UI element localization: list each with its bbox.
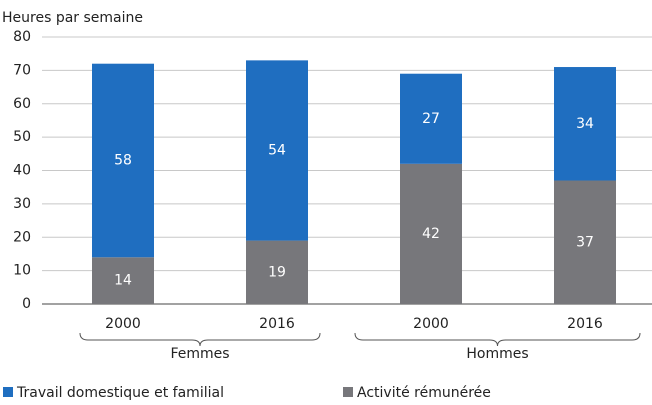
bar-segment [246,60,308,241]
y-tick-label: 50 [13,129,31,145]
group-label: Hommes [466,346,528,362]
value-label: 42 [422,226,440,242]
bar-segment [92,257,154,304]
bar-segment [554,180,616,304]
value-label: 54 [268,142,286,158]
y-axis-label: Heures par semaine [2,10,143,26]
x-tick-label: 2016 [259,316,295,332]
value-label: 58 [114,152,132,168]
y-tick-label: 0 [22,296,31,312]
y-tick-label: 80 [13,29,31,45]
y-tick-label: 40 [13,163,31,179]
group-brace [79,332,321,347]
bar-segment [400,163,462,304]
group-label: Femmes [170,346,229,362]
y-tick-label: 30 [13,196,31,212]
y-tick-label: 60 [13,96,31,112]
y-tick-label: 10 [13,263,31,279]
x-tick-label: 2000 [413,316,449,332]
legend-swatch [3,387,13,397]
y-tick-label: 70 [13,62,31,78]
bar-segment [92,63,154,258]
x-tick-label: 2016 [567,316,603,332]
legend-label: Activité rémunérée [357,385,491,401]
group-brace [354,332,641,347]
legend-swatch [343,387,353,397]
value-label: 27 [422,111,440,127]
value-label: 19 [268,264,286,280]
value-label: 34 [576,116,594,132]
value-label: 14 [114,273,132,289]
x-tick-label: 2000 [105,316,141,332]
bar-segment [554,67,616,181]
bar-segment [246,240,308,304]
legend-label: Travail domestique et familial [16,385,224,401]
value-label: 37 [576,234,594,250]
y-tick-label: 20 [13,229,31,245]
bar-segment [400,73,462,164]
